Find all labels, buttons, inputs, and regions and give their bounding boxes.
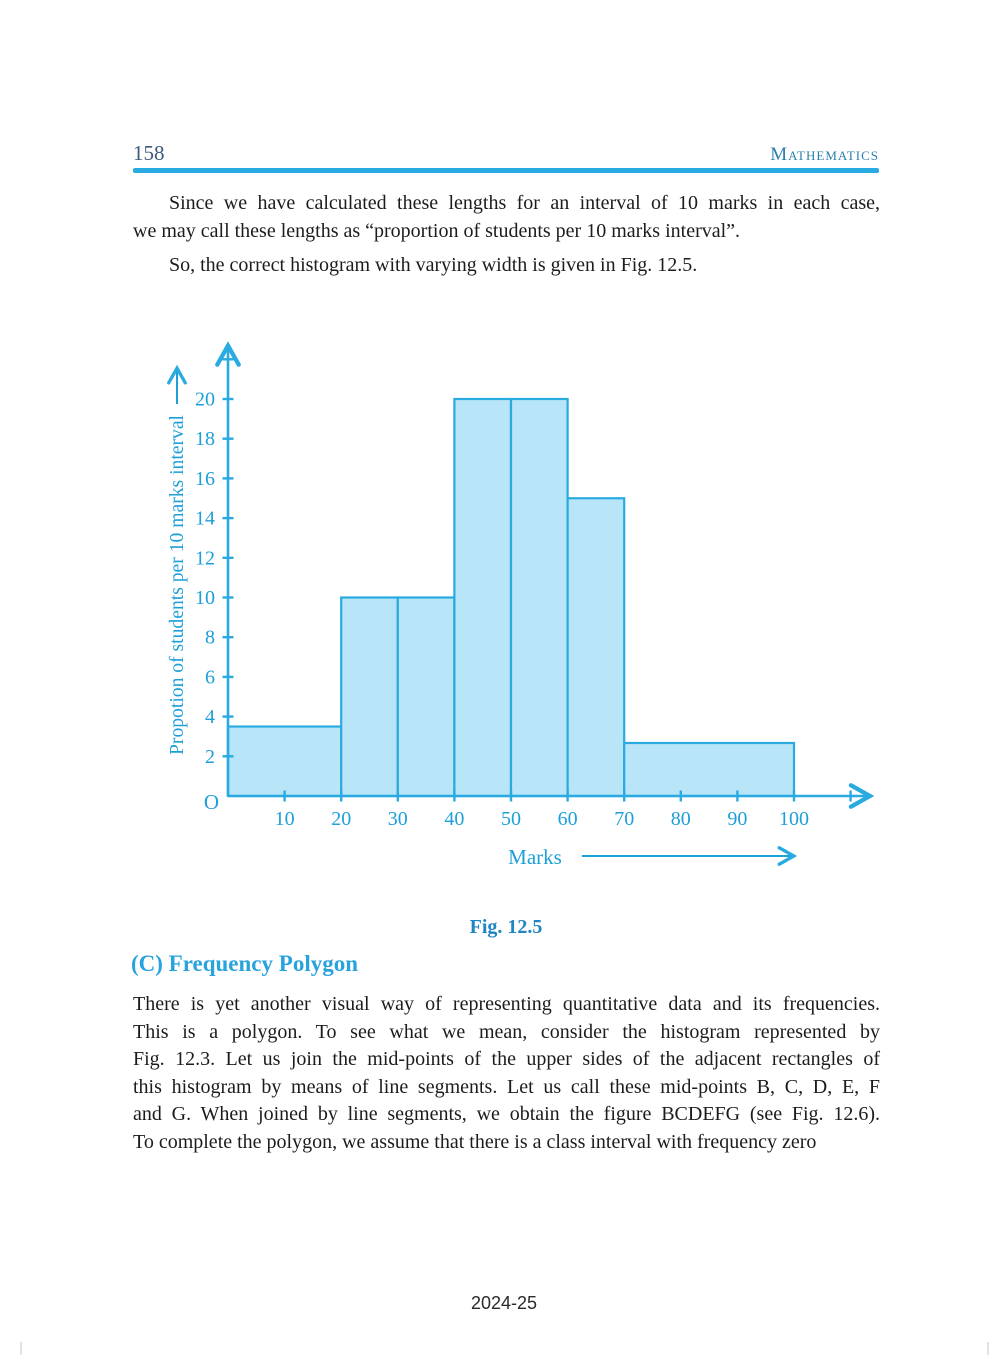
origin-label: O — [204, 790, 219, 814]
axis-labels: 2 4 6 8 10 12 14 16 18 20 10 20 30 40 50 60 70 80 90 100 O Pr… — [166, 364, 809, 869]
bar-50-60 — [509, 397, 569, 798]
x-axis-title: Marks — [508, 845, 562, 869]
y-tick-label: 12 — [195, 547, 215, 569]
y-tick-label: 16 — [195, 468, 215, 490]
y-tick-label: 8 — [205, 627, 215, 649]
x-tick-label: 40 — [444, 808, 464, 830]
text-line: Since we have calculated these lengths f… — [169, 192, 880, 214]
bar-60-70 — [566, 497, 626, 798]
x-tick-label: 10 — [275, 808, 295, 830]
bar-40-50 — [453, 397, 513, 798]
intro-paragraph-1: Since we have calculated these lengths f… — [133, 190, 880, 245]
y-tick-label: 6 — [205, 666, 215, 688]
x-tick-label: 20 — [331, 808, 351, 830]
x-tick-label: 60 — [558, 808, 578, 830]
intro-paragraph-2: So, the correct histogram with varying w… — [133, 252, 880, 280]
crop-mark-right — [987, 1342, 989, 1355]
text-line: To complete the polygon, we assume that … — [133, 1130, 817, 1153]
histogram-figure: 2 4 6 8 10 12 14 16 18 20 10 20 30 40 50 60 70 80 90 100 O Pr… — [130, 328, 892, 880]
bar-30-40 — [396, 596, 456, 798]
y-tick-label: 14 — [195, 508, 215, 530]
text-line: and G. When joined by line segments, we … — [133, 1103, 880, 1125]
x-tick-label: 70 — [614, 808, 634, 830]
y-tick-label: 20 — [195, 389, 215, 411]
bar-0-20 — [226, 725, 343, 798]
bar-70-100 — [623, 741, 796, 798]
y-tick-label: 18 — [195, 428, 215, 450]
text-line: Fig. 12.3. Let us join the mid-points of… — [133, 1048, 880, 1070]
page-footer: 2024-25 — [470, 1293, 538, 1313]
x-tick-label: 100 — [779, 808, 809, 830]
x-tick-label: 80 — [671, 808, 691, 830]
histogram-bars — [226, 397, 796, 798]
y-tick-label: 2 — [205, 746, 215, 768]
header-rule — [133, 168, 879, 173]
text-line: we may call these lengths as “proportion… — [133, 219, 741, 242]
y-tick-label: 10 — [195, 587, 215, 609]
y-axis-title: Propotion of students per 10 marks inter… — [166, 415, 188, 755]
text-line: This is a polygon. To see what we mean, … — [133, 1020, 880, 1043]
section-body: There is yet another visual way of repre… — [133, 991, 880, 1156]
page-number: 158 — [133, 141, 165, 165]
running-head: Mathematics — [770, 144, 879, 165]
text-line: So, the correct histogram with varying w… — [169, 254, 698, 276]
figure-caption: Fig. 12.5 — [469, 916, 543, 938]
bar-20-30 — [340, 596, 399, 798]
y-tick-label: 4 — [205, 706, 215, 728]
crop-mark-left — [20, 1342, 22, 1355]
section-heading: (C) Frequency Polygon — [131, 951, 359, 976]
page-header: 158 Mathematics — [133, 141, 879, 166]
x-tick-label: 50 — [501, 808, 521, 830]
x-tick-label: 90 — [727, 808, 747, 830]
x-tick-label: 30 — [388, 808, 408, 830]
text-line: There is yet another visual way of repre… — [133, 993, 880, 1015]
histogram-svg: 2 4 6 8 10 12 14 16 18 20 10 20 30 40 50 60 70 80 90 100 O Pr… — [166, 341, 875, 869]
text-line: this histogram by means of line segments… — [133, 1075, 880, 1098]
axes — [215, 341, 875, 809]
